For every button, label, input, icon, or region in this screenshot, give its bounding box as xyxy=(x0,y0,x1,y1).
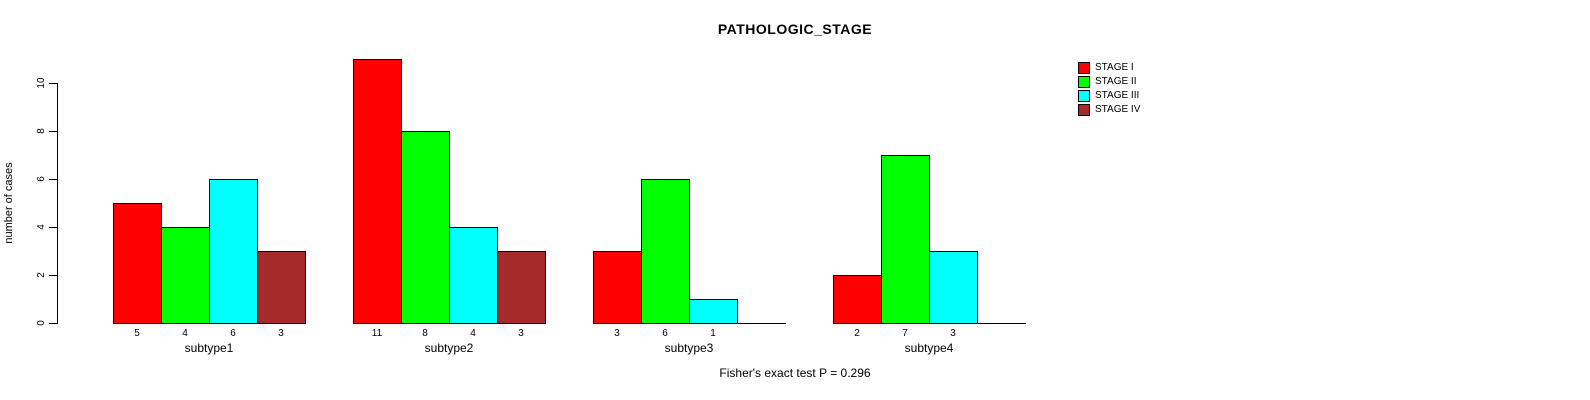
legend-label: STAGE I xyxy=(1095,62,1134,73)
y-tick xyxy=(49,131,57,132)
chart-title: PATHOLOGIC_STAGE xyxy=(717,21,873,37)
y-tick xyxy=(49,179,57,180)
legend-swatch-stage-iv xyxy=(1078,104,1090,116)
y-tick xyxy=(49,227,57,228)
y-axis-line xyxy=(57,83,58,324)
fisher-test-annotation: Fisher's exact test P = 0.296 xyxy=(719,366,871,380)
x-category-label: subtype3 xyxy=(664,341,714,355)
bar-value-label: 11 xyxy=(371,328,383,339)
bar-value-label: 6 xyxy=(230,328,236,339)
bar-value-label: 3 xyxy=(950,328,956,339)
bar-value-label: 4 xyxy=(470,328,476,339)
legend-item: STAGE IV xyxy=(1078,103,1140,117)
bar-subtype4-stage-iii xyxy=(929,251,978,324)
legend-label: STAGE II xyxy=(1095,76,1137,87)
legend-swatch-stage-i xyxy=(1078,62,1090,74)
bar-subtype2-stage-ii xyxy=(401,131,450,324)
y-tick-label: 6 xyxy=(36,176,47,182)
bar-value-label: 7 xyxy=(902,328,908,339)
legend-item: STAGE I xyxy=(1078,61,1140,75)
legend-item: STAGE II xyxy=(1078,75,1140,89)
bar-value-label: 2 xyxy=(854,328,860,339)
bar-subtype2-stage-i xyxy=(353,59,402,324)
y-tick-label: 10 xyxy=(36,77,47,89)
y-tick-label: 8 xyxy=(36,128,47,134)
x-category-label: subtype1 xyxy=(184,341,234,355)
legend: STAGE I STAGE II STAGE III STAGE IV xyxy=(1078,61,1140,117)
y-tick xyxy=(49,83,57,84)
bar-subtype4-stage-ii xyxy=(881,155,930,324)
bar-subtype1-stage-iii xyxy=(209,179,258,324)
legend-swatch-stage-iii xyxy=(1078,90,1090,102)
y-axis-label: number of cases xyxy=(3,162,15,244)
bar-subtype2-stage-iii xyxy=(449,227,498,324)
bar-value-label: 8 xyxy=(422,328,428,339)
y-tick-label: 2 xyxy=(36,272,47,278)
bar-value-label: 1 xyxy=(710,328,716,339)
legend-item: STAGE III xyxy=(1078,89,1140,103)
bar-subtype1-stage-iv xyxy=(257,251,306,324)
y-tick-label: 4 xyxy=(36,224,47,230)
bar-value-label: 3 xyxy=(518,328,524,339)
bar-subtype4-stage-i xyxy=(833,275,882,324)
bar-value-label: 3 xyxy=(278,328,284,339)
bar-subtype3-stage-iii xyxy=(689,299,738,324)
legend-label: STAGE IV xyxy=(1095,104,1141,115)
legend-label: STAGE III xyxy=(1095,90,1140,101)
x-category-label: subtype2 xyxy=(424,341,474,355)
y-tick xyxy=(49,323,57,324)
bar-value-label: 6 xyxy=(662,328,668,339)
legend-swatch-stage-ii xyxy=(1078,76,1090,88)
x-category-label: subtype4 xyxy=(904,341,954,355)
bar-value-label: 4 xyxy=(182,328,188,339)
y-tick-label: 0 xyxy=(36,320,47,326)
bar-value-label: 3 xyxy=(614,328,620,339)
bar-subtype1-stage-ii xyxy=(161,227,210,324)
bar-subtype3-stage-ii xyxy=(641,179,690,324)
bar-subtype2-stage-iv xyxy=(497,251,546,324)
bar-value-label: 5 xyxy=(134,328,140,339)
bar-subtype1-stage-i xyxy=(113,203,162,324)
y-tick xyxy=(49,275,57,276)
bar-subtype3-stage-i xyxy=(593,251,642,324)
